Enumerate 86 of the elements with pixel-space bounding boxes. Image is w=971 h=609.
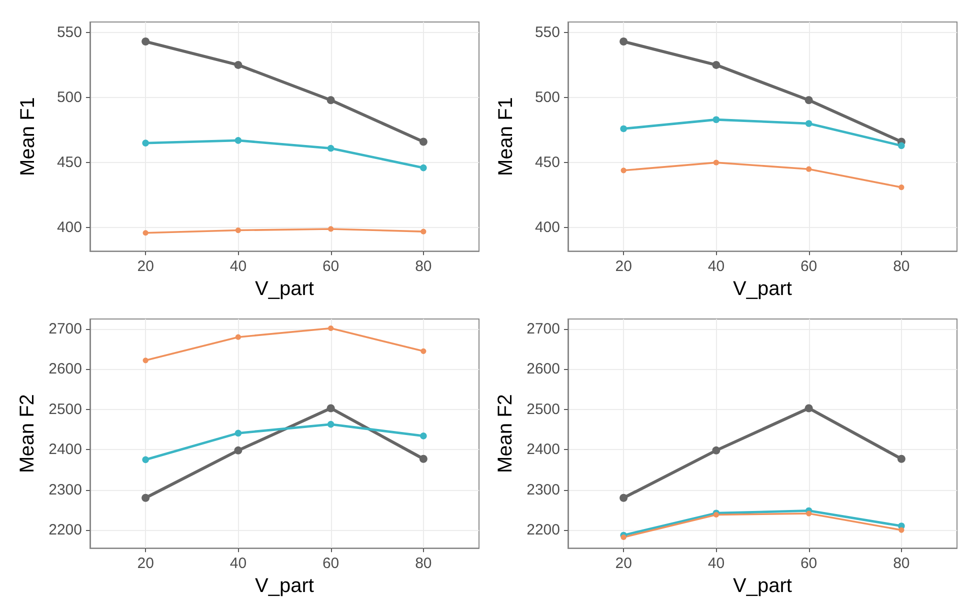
point xyxy=(235,334,241,340)
point xyxy=(327,144,334,152)
y-tick-label: 400 xyxy=(534,219,560,236)
point xyxy=(898,184,904,190)
x-tick-label: 40 xyxy=(230,555,247,572)
y-tick-label: 2400 xyxy=(48,441,82,458)
y-tick-label: 500 xyxy=(534,89,560,106)
y-axis-title: Mean F2 xyxy=(494,394,517,474)
point xyxy=(234,446,242,454)
point xyxy=(804,404,813,412)
x-axis-title: V_part xyxy=(255,575,314,597)
point xyxy=(804,96,813,104)
point xyxy=(898,527,904,533)
x-axis-title: V_part xyxy=(255,278,314,300)
point xyxy=(712,60,720,69)
x-tick-label: 80 xyxy=(893,555,910,572)
y-tick-label: 550 xyxy=(534,24,560,41)
point xyxy=(234,60,242,69)
point xyxy=(419,138,428,146)
y-tick-label: 2700 xyxy=(48,320,82,338)
point xyxy=(806,166,812,172)
point xyxy=(235,227,241,234)
x-tick-label: 40 xyxy=(708,555,725,572)
x-tick-label: 80 xyxy=(893,258,910,276)
y-tick-label: 2500 xyxy=(526,400,560,418)
x-tick-label: 20 xyxy=(615,258,632,276)
y-tick-label: 450 xyxy=(56,154,82,172)
point xyxy=(142,456,149,464)
point xyxy=(142,494,150,502)
point xyxy=(806,510,812,516)
point xyxy=(620,38,628,46)
point xyxy=(142,140,149,146)
x-axis-title: V_part xyxy=(733,278,792,300)
point xyxy=(713,160,719,166)
point xyxy=(898,142,905,150)
y-tick-label: 400 xyxy=(56,219,82,236)
point xyxy=(327,420,334,428)
x-tick-label: 60 xyxy=(322,555,340,572)
point xyxy=(142,38,150,46)
y-axis-title: Mean F1 xyxy=(495,97,517,176)
point xyxy=(234,137,242,144)
y-tick-label: 2300 xyxy=(48,481,82,498)
point xyxy=(420,432,427,440)
point xyxy=(712,446,720,454)
point xyxy=(328,325,334,332)
point xyxy=(420,164,427,172)
x-axis-title: V_part xyxy=(733,575,792,597)
point xyxy=(805,120,812,127)
point xyxy=(142,358,148,364)
y-tick-label: 2400 xyxy=(526,441,560,458)
point xyxy=(326,404,335,412)
point xyxy=(620,494,628,502)
y-tick-label: 550 xyxy=(56,24,82,41)
point xyxy=(420,348,426,354)
y-tick-label: 2600 xyxy=(48,360,82,378)
x-tick-label: 40 xyxy=(230,258,247,276)
x-tick-label: 80 xyxy=(415,258,432,276)
x-tick-label: 20 xyxy=(137,555,154,572)
point xyxy=(620,168,626,174)
point xyxy=(620,125,627,132)
x-tick-label: 60 xyxy=(322,258,340,276)
y-tick-label: 2700 xyxy=(526,320,560,338)
x-tick-label: 60 xyxy=(800,555,818,572)
point xyxy=(620,534,626,540)
x-tick-label: 20 xyxy=(137,258,154,276)
point xyxy=(142,230,148,236)
y-tick-label: 2300 xyxy=(526,481,560,498)
x-tick-label: 60 xyxy=(800,258,818,276)
y-tick-label: 500 xyxy=(56,89,82,106)
point xyxy=(420,228,426,234)
point xyxy=(712,116,720,124)
x-tick-label: 40 xyxy=(708,258,725,276)
point xyxy=(328,226,334,232)
y-tick-label: 2600 xyxy=(526,360,560,378)
point xyxy=(419,454,428,463)
y-axis-title: Mean F1 xyxy=(17,97,39,176)
x-tick-label: 20 xyxy=(615,555,632,572)
point xyxy=(897,454,906,463)
point xyxy=(326,96,335,104)
point xyxy=(234,430,242,437)
y-tick-label: 450 xyxy=(534,154,560,172)
y-tick-label: 2500 xyxy=(48,400,82,418)
y-tick-label: 2200 xyxy=(48,522,82,539)
x-tick-label: 80 xyxy=(415,555,432,572)
y-tick-label: 2200 xyxy=(526,522,560,539)
y-axis-title: Mean F2 xyxy=(16,394,39,474)
